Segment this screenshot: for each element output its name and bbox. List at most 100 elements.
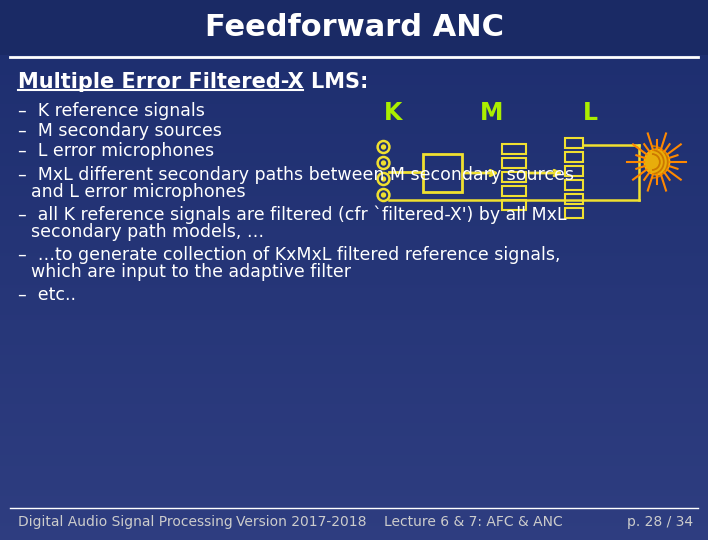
Circle shape bbox=[382, 177, 385, 181]
Bar bbox=[0, 64, 708, 68]
Bar bbox=[0, 7, 708, 11]
Bar bbox=[0, 326, 708, 329]
Bar bbox=[0, 72, 708, 76]
Bar bbox=[0, 142, 708, 146]
Bar bbox=[0, 204, 708, 208]
Bar bbox=[0, 423, 708, 427]
Text: M: M bbox=[480, 101, 503, 125]
Text: –  MxL different secondary paths between M secondary sources: – MxL different secondary paths between … bbox=[18, 166, 574, 184]
Bar bbox=[0, 123, 708, 127]
Bar bbox=[0, 401, 708, 405]
Bar bbox=[0, 183, 708, 186]
Text: which are input to the adaptive filter: which are input to the adaptive filter bbox=[32, 263, 351, 281]
Bar bbox=[502, 200, 526, 210]
Bar bbox=[0, 156, 708, 159]
Bar bbox=[0, 37, 708, 40]
Bar bbox=[0, 0, 708, 55]
Text: –  etc..: – etc.. bbox=[18, 286, 76, 304]
Bar bbox=[0, 358, 708, 362]
Text: Lecture 6 & 7: AFC & ANC: Lecture 6 & 7: AFC & ANC bbox=[384, 515, 562, 529]
Bar bbox=[0, 56, 708, 59]
Bar bbox=[0, 331, 708, 335]
Bar bbox=[0, 164, 708, 167]
Bar bbox=[0, 53, 708, 57]
Bar bbox=[0, 523, 708, 526]
Bar bbox=[0, 477, 708, 481]
Bar bbox=[0, 285, 708, 289]
Circle shape bbox=[382, 193, 385, 197]
Bar bbox=[0, 75, 708, 78]
Bar bbox=[0, 417, 708, 421]
Text: and L error microphones: and L error microphones bbox=[32, 183, 246, 201]
Bar bbox=[0, 512, 708, 516]
Bar bbox=[0, 193, 708, 197]
Bar bbox=[0, 150, 708, 154]
Bar bbox=[0, 466, 708, 470]
Bar bbox=[565, 138, 583, 148]
Bar bbox=[0, 436, 708, 440]
Bar bbox=[0, 474, 708, 478]
Bar bbox=[0, 0, 708, 3]
Bar bbox=[0, 234, 708, 238]
Bar bbox=[0, 274, 708, 278]
Bar bbox=[0, 83, 708, 86]
Bar bbox=[0, 172, 708, 176]
Bar bbox=[0, 496, 708, 500]
Bar bbox=[0, 504, 708, 508]
Bar bbox=[0, 426, 708, 429]
Bar bbox=[0, 102, 708, 105]
Bar bbox=[0, 282, 708, 286]
Bar bbox=[0, 420, 708, 424]
Bar bbox=[0, 534, 708, 537]
Text: –  all K reference signals are filtered (cfr `filtered-X') by all MxL: – all K reference signals are filtered (… bbox=[18, 206, 566, 225]
Bar bbox=[0, 288, 708, 292]
Bar bbox=[0, 347, 708, 351]
Bar bbox=[565, 180, 583, 190]
Bar bbox=[0, 253, 708, 256]
Bar bbox=[0, 320, 708, 324]
Text: Multiple Error Filtered-X LMS:: Multiple Error Filtered-X LMS: bbox=[18, 72, 368, 92]
Bar bbox=[0, 226, 708, 230]
Bar bbox=[0, 247, 708, 251]
Bar bbox=[0, 212, 708, 216]
Bar bbox=[0, 88, 708, 92]
Bar bbox=[0, 361, 708, 365]
Bar bbox=[0, 363, 708, 367]
Bar bbox=[0, 185, 708, 189]
Bar bbox=[0, 237, 708, 240]
Bar bbox=[0, 339, 708, 343]
Bar bbox=[0, 50, 708, 54]
Text: –  M secondary sources: – M secondary sources bbox=[18, 122, 222, 140]
Bar bbox=[0, 96, 708, 100]
Text: K: K bbox=[384, 101, 402, 125]
Bar bbox=[0, 196, 708, 200]
Bar bbox=[0, 48, 708, 51]
Bar bbox=[0, 372, 708, 375]
Bar bbox=[0, 180, 708, 184]
Bar bbox=[0, 301, 708, 305]
Bar bbox=[0, 431, 708, 435]
Bar bbox=[0, 139, 708, 143]
Bar bbox=[0, 99, 708, 103]
Bar bbox=[0, 66, 708, 70]
Bar bbox=[0, 442, 708, 446]
Bar bbox=[0, 199, 708, 202]
Bar bbox=[0, 334, 708, 338]
Bar bbox=[0, 29, 708, 32]
Bar bbox=[0, 80, 708, 84]
Bar bbox=[0, 250, 708, 254]
Circle shape bbox=[382, 145, 385, 149]
Bar bbox=[0, 61, 708, 65]
Bar bbox=[0, 45, 708, 49]
Bar bbox=[0, 174, 708, 178]
Bar bbox=[0, 107, 708, 111]
Bar bbox=[0, 31, 708, 35]
Text: p. 28 / 34: p. 28 / 34 bbox=[627, 515, 693, 529]
Bar bbox=[0, 490, 708, 494]
Bar bbox=[0, 207, 708, 211]
Bar bbox=[0, 409, 708, 413]
Bar bbox=[0, 350, 708, 354]
Bar bbox=[0, 231, 708, 235]
Bar bbox=[565, 166, 583, 176]
Bar bbox=[0, 137, 708, 140]
